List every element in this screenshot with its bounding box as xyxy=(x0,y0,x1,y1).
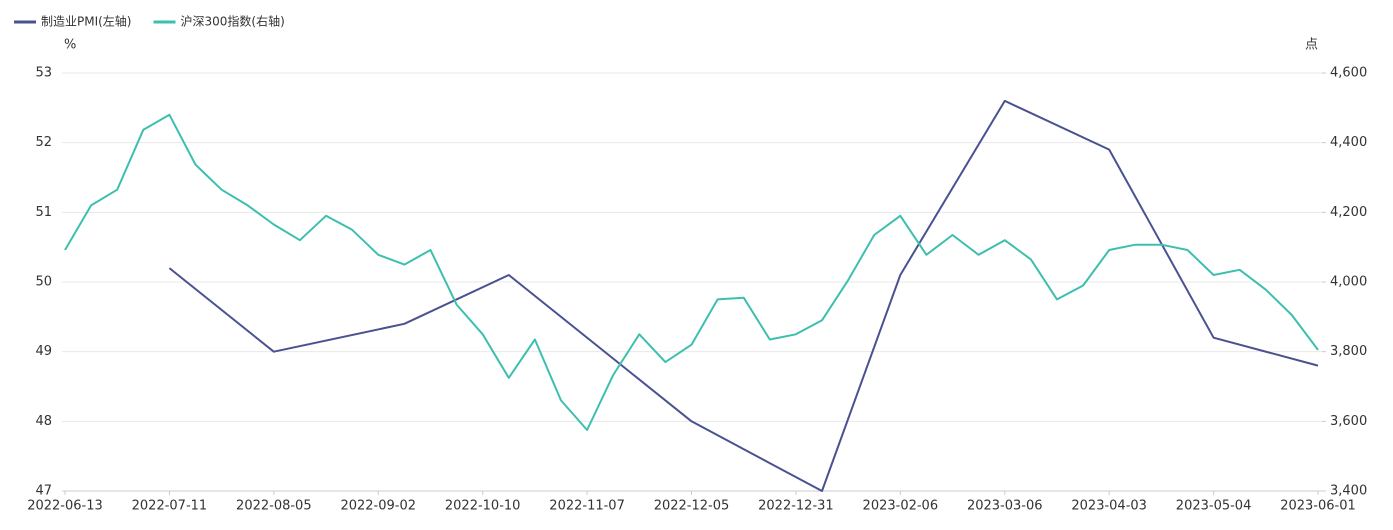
legend-label: 沪深300指数(右轴) xyxy=(181,14,285,29)
x-tick-label: 2023-06-01 xyxy=(1280,499,1356,514)
y2-tick-label: 4,200 xyxy=(1330,205,1367,220)
x-tick-label: 2022-11-07 xyxy=(549,499,625,514)
x-tick-label: 2022-09-02 xyxy=(340,499,416,514)
y-tick-label: 50 xyxy=(35,275,52,290)
x-tick-label: 2023-05-04 xyxy=(1176,499,1252,514)
y2-tick-label: 3,600 xyxy=(1330,414,1367,429)
y-tick-label: 51 xyxy=(35,205,52,220)
y2-tick-label: 3,400 xyxy=(1330,484,1367,499)
x-tick-label: 2022-12-31 xyxy=(758,499,834,514)
y2-tick-label: 4,000 xyxy=(1330,275,1367,290)
y-tick-label: 52 xyxy=(35,135,52,150)
y2-tick-label: 4,600 xyxy=(1330,66,1367,81)
x-tick-label: 2022-12-05 xyxy=(654,499,730,514)
x-tick-label: 2022-07-11 xyxy=(132,499,208,514)
y2-tick-label: 4,400 xyxy=(1330,135,1367,150)
y2-unit: 点 xyxy=(1305,38,1318,53)
y-tick-label: 48 xyxy=(35,414,52,429)
y-tick-label: 47 xyxy=(35,484,52,499)
x-tick-label: 2022-10-10 xyxy=(445,499,521,514)
x-tick-label: 2022-08-05 xyxy=(236,499,312,514)
y2-tick-label: 3,800 xyxy=(1330,344,1367,359)
y-tick-label: 53 xyxy=(35,66,52,81)
y-tick-label: 49 xyxy=(35,344,52,359)
x-tick-label: 2023-04-03 xyxy=(1071,499,1147,514)
x-tick-label: 2022-06-13 xyxy=(27,499,103,514)
y-unit: % xyxy=(64,38,76,53)
series-line xyxy=(168,99,1319,492)
x-tick-label: 2023-03-06 xyxy=(967,499,1043,514)
legend-label: 制造业PMI(左轴) xyxy=(41,14,132,29)
x-tick-label: 2023-02-06 xyxy=(863,499,939,514)
series-line xyxy=(64,113,1319,431)
